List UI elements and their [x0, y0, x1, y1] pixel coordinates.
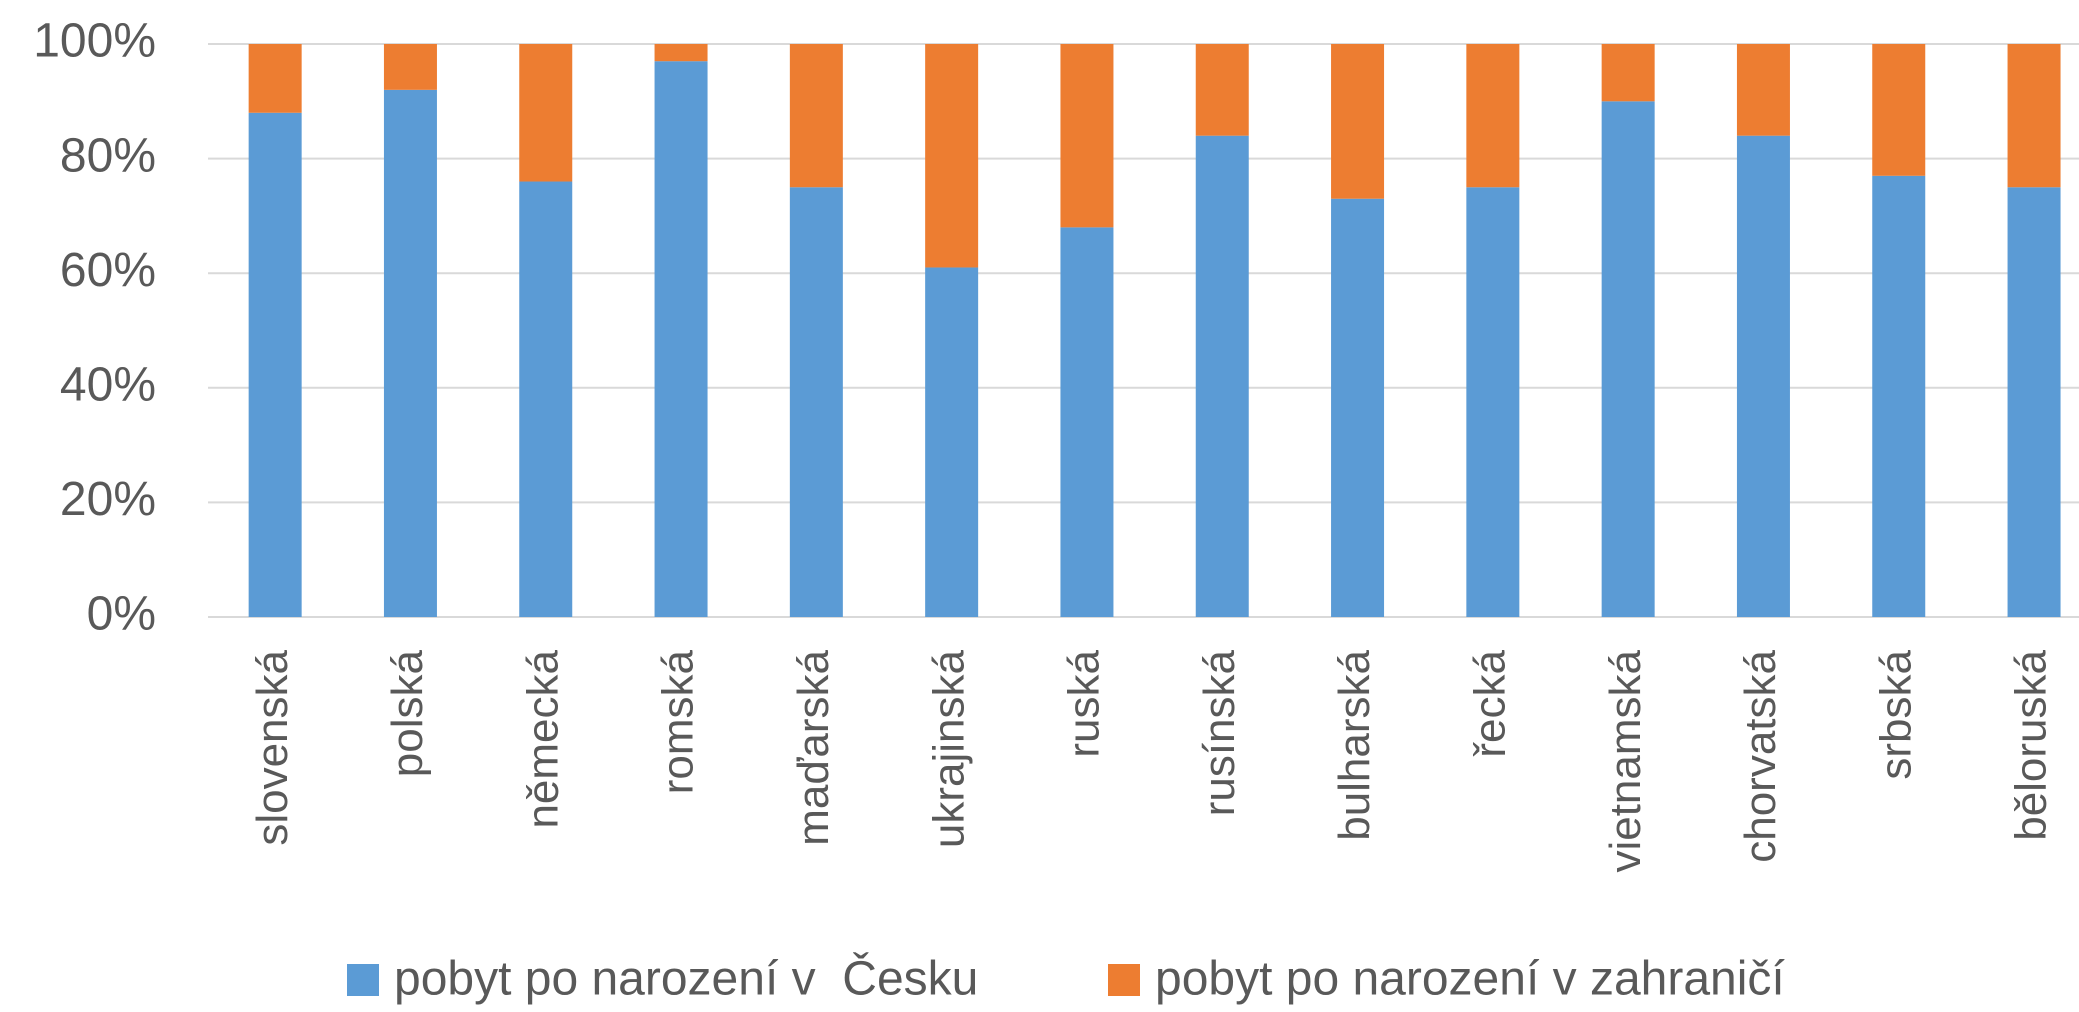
- bar-segment: [1195, 135, 1249, 617]
- bar-segment: [925, 44, 979, 268]
- bar-segment: [925, 267, 979, 617]
- x-tick-label: srbská: [1871, 649, 1920, 779]
- x-tick-label: běloruská: [2007, 649, 2056, 840]
- bar-segment: [1736, 44, 1790, 136]
- legend-label: pobyt po narození v zahraničí: [1155, 953, 1785, 1006]
- bar-segment: [1060, 227, 1114, 618]
- y-tick-label: 60%: [60, 244, 156, 297]
- bar-segment: [2007, 187, 2061, 617]
- bar-segment: [1331, 44, 1385, 199]
- y-tick-label: 100%: [33, 15, 156, 68]
- bar-segment: [383, 89, 437, 618]
- x-tick-label: rusínská: [1195, 649, 1244, 816]
- x-tick-label: chorvatská: [1736, 649, 1785, 862]
- bar-segment: [789, 187, 843, 617]
- bar-segment: [1466, 187, 1520, 617]
- bar-segment: [1466, 44, 1520, 188]
- bar-segment: [1601, 101, 1655, 618]
- legend-swatch: [347, 964, 379, 996]
- bar-segment: [248, 44, 302, 113]
- bar-segment: [2007, 44, 2061, 188]
- bar-segment: [1195, 44, 1249, 136]
- bar-segment: [1872, 44, 1926, 176]
- x-tick-label: maďarská: [789, 649, 838, 845]
- y-tick-label: 40%: [60, 358, 156, 411]
- bar-segment: [1736, 135, 1790, 617]
- bar-segment: [1331, 198, 1385, 617]
- y-tick-label: 20%: [60, 473, 156, 526]
- x-tick-label: německá: [518, 649, 567, 828]
- bar-segment: [519, 44, 573, 182]
- x-tick-label: vietnamská: [1601, 649, 1650, 872]
- bar-segment: [383, 44, 437, 90]
- x-tick-label: polská: [383, 649, 432, 777]
- x-tick-label: romská: [654, 649, 703, 794]
- bar-segment: [654, 61, 708, 617]
- x-tick-label: ukrajinská: [924, 649, 973, 848]
- bar-segment: [654, 44, 708, 62]
- bar-segment: [1872, 175, 1926, 618]
- x-tick-label: řecká: [1465, 649, 1514, 757]
- x-tick-label: ruská: [1060, 649, 1109, 757]
- legend-swatch: [1108, 964, 1140, 996]
- x-tick-label: bulharská: [1330, 649, 1379, 840]
- legend-label: pobyt po narození v Česku: [394, 952, 978, 1006]
- x-tick-label: slovenská: [248, 649, 297, 845]
- bar-segment: [248, 112, 302, 617]
- bar-segment: [519, 181, 573, 617]
- bar-segment: [1060, 44, 1114, 228]
- bar-segment: [789, 44, 843, 188]
- y-tick-label: 0%: [87, 588, 156, 641]
- y-tick-label: 80%: [60, 129, 156, 182]
- bar-segment: [1601, 44, 1655, 102]
